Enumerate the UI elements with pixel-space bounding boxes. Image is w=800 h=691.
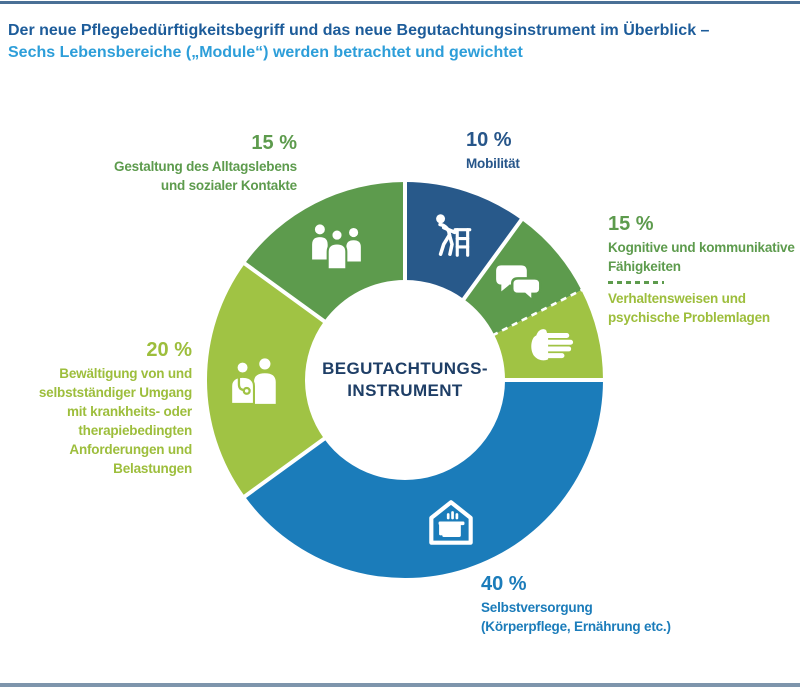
label-kognitiv-verhalten: 15 % Kognitive und kommunikative Fähigkei… [608,214,795,327]
speech-bubbles-icon [493,260,545,306]
center-label-line-2: INSTRUMENT [347,381,463,400]
label-line: (Körperpflege, Ernährung etc.) [481,619,671,634]
label-gestaltung: 15 % Gestaltung des Alltagslebens und soz… [114,133,297,195]
title-line-2: Sechs Lebensbereiche („Module“) werden b… [8,44,523,61]
label-line: Belastungen [113,461,192,476]
walker-person-icon [426,212,476,262]
doctor-patient-icon [227,355,283,405]
chart-center-label: BEGUTACHTUNGS- INSTRUMENT [300,358,510,402]
hand-icon [527,325,575,365]
segment-divider-solid [242,435,327,499]
donut-chart: BEGUTACHTUNGS- INSTRUMENT [195,170,615,590]
top-rule [0,1,800,4]
donut-segment-mobilitaet [405,182,522,300]
label-line: mit krankheits- oder [66,404,192,419]
label-mobilitaet: 10 % Mobilität [466,130,520,173]
label-line: psychische Problemlagen [608,310,770,325]
label-line: selbstständiger Umgang [38,385,192,400]
dashed-divider [608,281,664,284]
people-group-icon [309,222,365,271]
segment-divider-solid [460,217,524,302]
pct-gestaltung: 15 % [251,132,297,154]
page-title: Der neue Pflegebedürftigkeitsbegriff und… [8,20,709,64]
label-line: therapiebedingten [78,423,192,438]
donut-segment-selbstversorgung [244,380,603,579]
title-line-1: Der neue Pflegebedürftigkeitsbegriff und… [8,22,710,39]
label-verhalten-part: Verhaltensweisen und psychische Problemla… [608,289,795,327]
pct-kognitiv: 15 % [608,213,654,235]
label-bewaeltigung: 20 % Bewältigung von und selbstständiger … [39,340,192,478]
segment-divider-dashed [491,288,583,337]
label-line: Bewältigung von und [59,366,192,381]
label-line: Kognitive und kommunikative [608,240,795,255]
label-line: Gestaltung des Alltagslebens [114,159,297,174]
label-line: und sozialer Kontakte [160,178,297,193]
pct-bewaeltigung: 20 % [146,339,192,361]
label-kognitiv-part: 15 % Kognitive und kommunikative Fähigkei… [608,214,795,276]
bottom-rule [0,683,800,687]
label-line: Mobilität [466,156,520,171]
label-line: Selbstversorgung [481,600,593,615]
label-line: Anforderungen und [69,442,192,457]
label-line: Fähigkeiten [608,259,681,274]
pct-selbstversorgung: 40 % [481,573,527,595]
center-label-line-1: BEGUTACHTUNGS- [322,359,488,378]
house-pot-icon [422,494,480,552]
label-selbstversorgung: 40 % Selbstversorgung (Körperpflege, Ernä… [481,574,671,636]
segment-divider-solid [242,261,327,325]
label-line: Verhaltensweisen und [608,291,746,306]
pct-mobilitaet: 10 % [466,129,512,151]
